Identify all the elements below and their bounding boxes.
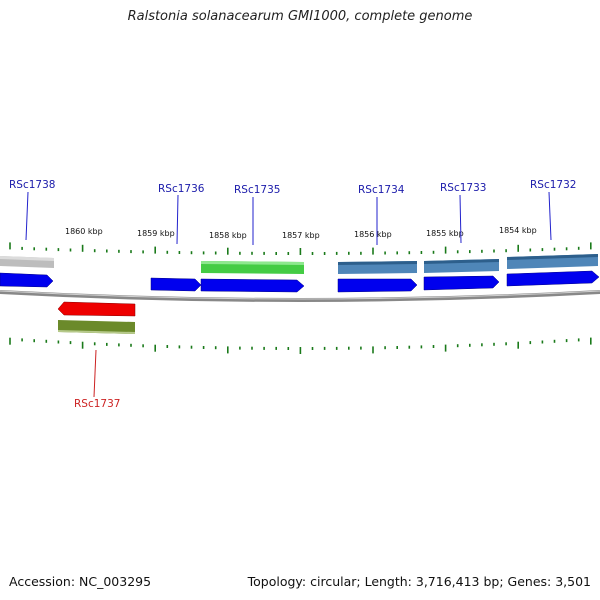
gene-label-RSc1734[interactable]: RSc1734 xyxy=(358,184,405,196)
scale-label-1858: 1858 kbp xyxy=(209,231,247,240)
scale-label-1860: 1860 kbp xyxy=(65,227,103,236)
cds-arrow-RSc1733[interactable] xyxy=(423,275,500,291)
feature-RSc1732[interactable] xyxy=(507,254,598,269)
gene-label-RSc1736[interactable]: RSc1736 xyxy=(158,183,205,195)
gene-label-RSc1732[interactable]: RSc1732 xyxy=(530,179,576,191)
gene-label-RSc1737[interactable]: RSc1737 xyxy=(74,398,120,410)
cds-arrow-RSc1736[interactable] xyxy=(150,277,202,292)
feature-RSc1738[interactable] xyxy=(0,256,54,268)
leader-line-RSc1736 xyxy=(176,194,179,245)
genome-backbone xyxy=(0,290,600,302)
scale-label-1854: 1854 kbp xyxy=(499,226,537,235)
scale-label-1855: 1855 kbp xyxy=(426,229,464,238)
leader-line-RSc1732 xyxy=(548,191,552,241)
scale-label-1857: 1857 kbp xyxy=(282,231,320,240)
inner-tick-track xyxy=(9,337,592,354)
gene-label-RSc1738[interactable]: RSc1738 xyxy=(9,179,55,191)
accession-text: Accession: NC_003295 xyxy=(9,574,152,589)
map-title: Ralstonia solanacearum GMI1000, complete… xyxy=(127,9,473,24)
cds-arrow-RSc1737[interactable] xyxy=(57,301,136,317)
leader-line-RSc1737 xyxy=(93,349,97,398)
gene-label-RSc1733[interactable]: RSc1733 xyxy=(440,182,486,194)
leader-line-RSc1733 xyxy=(459,194,462,244)
leader-line-RSc1738 xyxy=(25,191,29,241)
cds-arrow-RSc1738[interactable] xyxy=(0,272,54,288)
outer-tick-track xyxy=(9,242,592,255)
gene-label-RSc1735[interactable]: RSc1735 xyxy=(234,184,280,196)
scale-label-1859: 1859 kbp xyxy=(137,229,175,238)
feature-RSc1733[interactable] xyxy=(424,259,499,273)
feature-RSc1737[interactable] xyxy=(58,320,135,334)
cds-arrow-RSc1734[interactable] xyxy=(337,278,418,293)
topology-text: Topology: circular; Length: 3,716,413 bp… xyxy=(247,574,591,589)
scale-label-1856: 1856 kbp xyxy=(354,230,392,239)
cds-arrow-RSc1732[interactable] xyxy=(506,270,600,287)
cds-arrow-RSc1735[interactable] xyxy=(200,278,305,293)
feature-RSc1735[interactable] xyxy=(201,261,304,274)
genome-backbone-highlight xyxy=(0,290,600,300)
feature-RSc1734[interactable] xyxy=(338,261,417,274)
